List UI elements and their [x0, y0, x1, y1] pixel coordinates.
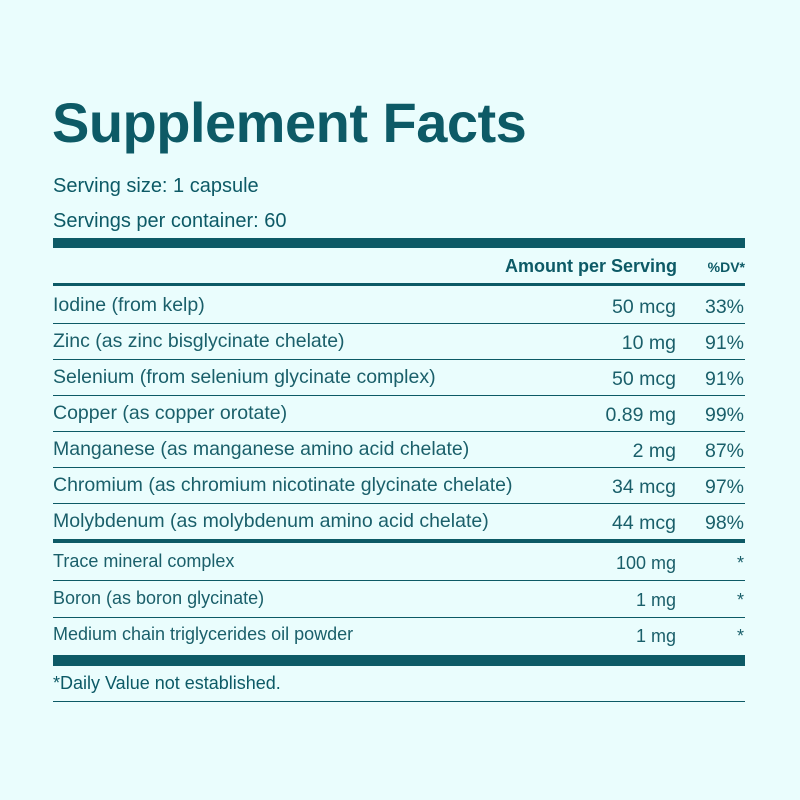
daily-value: 91% — [704, 368, 744, 390]
amount: 44 mcg — [612, 512, 676, 534]
daily-value: 87% — [704, 440, 744, 462]
amount: 10 mg — [621, 332, 676, 354]
rule — [53, 467, 745, 468]
column-header: %DV* — [707, 259, 745, 275]
nutrient-name: Trace mineral complex — [53, 551, 235, 571]
footnote: *Daily Value not established. — [53, 673, 281, 693]
daily-value: 99% — [704, 404, 744, 426]
rule — [53, 539, 745, 543]
servings-per-container: Servings per container: 60 — [53, 210, 287, 232]
amount: 1 mg — [635, 589, 676, 610]
amount: 50 mcg — [612, 296, 676, 318]
amount: 0.89 mg — [605, 404, 676, 426]
daily-value: 97% — [704, 476, 744, 498]
daily-value: 33% — [704, 296, 744, 318]
rule — [53, 580, 745, 581]
rule — [53, 655, 745, 666]
nutrient-name: Medium chain triglycerides oil powder — [53, 624, 354, 644]
nutrient-name: Boron (as boron glycinate) — [53, 587, 265, 608]
nutrient-name: Molybdenum (as molybdenum amino acid che… — [53, 510, 489, 532]
rule — [53, 701, 745, 702]
nutrient-name: Selenium (from selenium glycinate comple… — [53, 366, 436, 388]
nutrient-name: Chromium (as chromium nicotinate glycina… — [53, 474, 513, 496]
title: Supplement Facts — [52, 91, 527, 154]
nutrient-name: Zinc (as zinc bisglycinate chelate) — [53, 330, 345, 352]
amount: 1 mg — [635, 626, 676, 646]
nutrient-name: Iodine (from kelp) — [53, 294, 205, 316]
rule — [53, 359, 745, 360]
column-header: Amount per Serving — [504, 256, 677, 276]
amount: 34 mcg — [612, 476, 676, 498]
daily-value: 98% — [704, 512, 744, 534]
rule — [53, 503, 745, 504]
daily-value: 91% — [704, 332, 744, 354]
amount: 50 mcg — [612, 368, 676, 390]
amount: 2 mg — [632, 440, 676, 462]
rule — [53, 431, 745, 432]
rule — [53, 283, 745, 286]
rule — [53, 395, 745, 396]
nutrient-name: Manganese (as manganese amino acid chela… — [53, 438, 470, 460]
rule — [53, 238, 745, 248]
daily-value: * — [736, 553, 744, 573]
nutrient-name: Copper (as copper orotate) — [53, 402, 288, 424]
rule — [53, 616, 745, 618]
serving-size: Serving size: 1 capsule — [53, 175, 259, 197]
amount: 100 mg — [615, 553, 676, 573]
daily-value: * — [736, 589, 744, 610]
daily-value: * — [736, 626, 744, 646]
rule — [53, 323, 745, 324]
